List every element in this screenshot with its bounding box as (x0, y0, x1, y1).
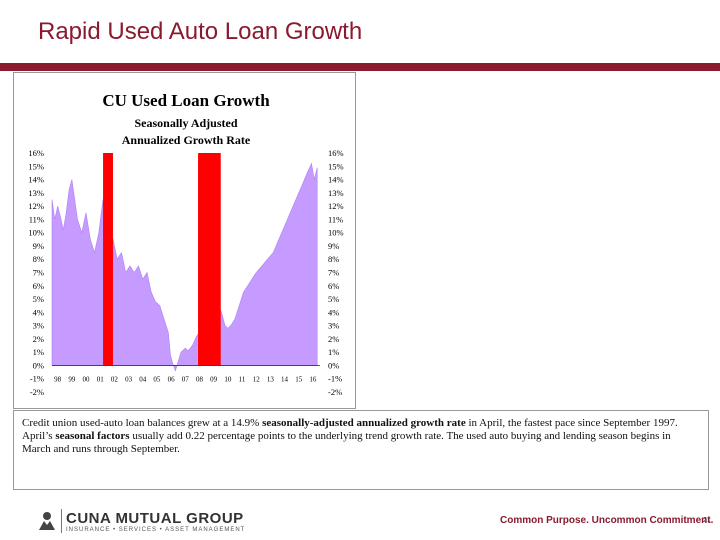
y-tick-label-right: 9% (328, 241, 339, 251)
y-tick-label-right: 16% (328, 148, 344, 158)
y-tick-label-right: 15% (328, 161, 344, 171)
chart-title: CU Used Loan Growth (102, 91, 270, 110)
y-tick-label-left: 16% (28, 148, 44, 158)
caption-part: Credit union used-auto loan balances gre… (22, 417, 263, 429)
x-tick-label: 04 (139, 376, 147, 384)
x-tick-label: 01 (97, 376, 105, 384)
y-tick-label-right: 1% (328, 347, 339, 357)
y-tick-label-right: 13% (328, 188, 344, 198)
y-tick-label-left: 15% (28, 161, 44, 171)
x-tick-label: 03 (125, 376, 133, 384)
chart-frame: CU Used Loan Growth Seasonally Adjusted … (13, 72, 356, 409)
x-tick-label: 08 (196, 376, 204, 384)
x-tick-label: 14 (281, 376, 289, 384)
x-tick-label: 07 (182, 376, 190, 384)
recession-band (103, 153, 113, 366)
y-tick-label-left: 3% (33, 321, 44, 331)
y-tick-label-right: 8% (328, 254, 339, 264)
footer: CUNA MUTUAL GROUP INSURANCE • SERVICES •… (0, 500, 720, 540)
x-tick-label: 11 (239, 376, 246, 384)
x-tick-label: 13 (267, 376, 275, 384)
chart-subtitle-line1: Seasonally Adjusted (134, 116, 237, 130)
y-tick-label-right: 12% (328, 201, 344, 211)
x-tick-label: 10 (224, 376, 232, 384)
logo-name: CUNA MUTUAL GROUP (66, 510, 244, 527)
y-tick-label-left: -2% (30, 387, 44, 397)
caption-part: in April, the fastest pace since Septemb… (22, 417, 678, 442)
y-tick-label-right: -2% (328, 387, 342, 397)
y-tick-label-left: 7% (33, 268, 44, 278)
y-tick-label-left: 5% (33, 294, 44, 304)
y-tick-label-left: 10% (28, 228, 44, 238)
x-tick-label: 99 (68, 376, 76, 384)
caption-box: Credit union used-auto loan balances gre… (13, 410, 709, 490)
y-tick-label-right: -1% (328, 374, 342, 384)
logo-subtitle: INSURANCE • SERVICES • ASSET MANAGEMENT (66, 527, 246, 533)
x-tick-label: 16 (309, 376, 317, 384)
caption-bold-term: seasonally-adjusted annualized growth ra… (262, 417, 466, 429)
page-number: 21 (703, 517, 711, 524)
y-tick-label-left: 14% (28, 175, 44, 185)
y-tick-label-left: 8% (33, 254, 44, 264)
x-tick-label: 98 (54, 376, 62, 384)
y-tick-label-right: 6% (328, 281, 339, 291)
x-tick-label: 12 (253, 376, 261, 384)
area-series (51, 162, 318, 372)
y-tick-label-right: 10% (328, 228, 344, 238)
title-rule (0, 63, 720, 71)
x-tick-label: 02 (111, 376, 119, 384)
y-tick-label-right: 0% (328, 360, 339, 370)
y-tick-label-right: 2% (328, 334, 339, 344)
y-tick-label-right: 7% (328, 268, 339, 278)
y-tick-label-right: 14% (328, 175, 344, 185)
x-tick-label: 15 (295, 376, 303, 384)
y-tick-label-left: 12% (28, 201, 44, 211)
y-tick-label-right: 4% (328, 307, 339, 317)
plot-layer: 16% 16% 15% 15% 14% 14% 13% 13% 12% 12% 11% 11% 10% 1… (28, 148, 343, 397)
x-tick-label: 05 (153, 376, 161, 384)
tagline: Common Purpose. Uncommon Commitment. (500, 515, 714, 526)
cuna-logo-icon (39, 512, 55, 530)
y-tick-label-left: -1% (30, 374, 44, 384)
chart-svg: CU Used Loan Growth Seasonally Adjusted … (28, 91, 343, 397)
y-tick-label-left: 6% (33, 281, 44, 291)
logo-divider (61, 509, 62, 533)
y-tick-label-left: 2% (33, 334, 44, 344)
y-tick-label-left: 1% (33, 347, 44, 357)
y-tick-label-left: 11% (29, 214, 44, 224)
chart-subtitle-line2: Annualized Growth Rate (122, 133, 251, 147)
recession-band (198, 153, 221, 366)
y-tick-label-left: 0% (33, 360, 44, 370)
x-tick-label: 00 (83, 376, 91, 384)
y-tick-label-right: 5% (328, 294, 339, 304)
x-tick-label: 06 (168, 376, 176, 384)
caption-part: usually add 0.22 percentage points to th… (22, 430, 671, 455)
slide-title: Rapid Used Auto Loan Growth (38, 18, 363, 45)
y-tick-label-right: 11% (328, 214, 343, 224)
x-tick-label: 09 (210, 376, 218, 384)
y-tick-label-left: 13% (28, 188, 44, 198)
y-tick-label-right: 3% (328, 321, 339, 331)
caption-bold-term: seasonal factors (55, 430, 130, 442)
y-tick-label-left: 9% (33, 241, 44, 251)
y-tick-label-left: 4% (33, 307, 44, 317)
